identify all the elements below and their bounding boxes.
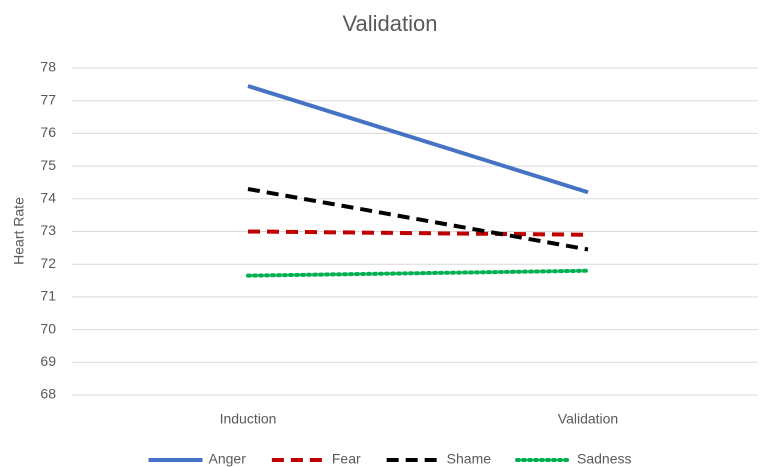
y-tick-label: 72 xyxy=(40,255,56,271)
legend-label: Anger xyxy=(209,451,247,467)
y-tick-label: 69 xyxy=(40,353,56,369)
series-line xyxy=(246,268,590,278)
series-line xyxy=(247,187,589,252)
y-tick-label: 76 xyxy=(40,124,56,140)
y-tick-label: 78 xyxy=(40,59,56,75)
chart-title: Validation xyxy=(343,11,438,36)
x-tick-label: Validation xyxy=(558,411,618,427)
y-tick-label: 73 xyxy=(40,222,56,238)
y-axis-label: Heart Rate xyxy=(11,197,27,265)
x-tick-label: Induction xyxy=(220,411,277,427)
y-tick-label: 70 xyxy=(40,320,56,336)
y-tick-label: 74 xyxy=(40,190,56,206)
legend-label: Shame xyxy=(447,451,492,467)
legend-label: Fear xyxy=(332,451,361,467)
series-line xyxy=(247,84,589,195)
y-tick-label: 77 xyxy=(40,91,56,107)
y-tick-label: 68 xyxy=(40,386,56,402)
legend-label: Sadness xyxy=(577,451,631,467)
y-tick-label: 71 xyxy=(40,288,56,304)
y-tick-label: 75 xyxy=(40,157,56,173)
